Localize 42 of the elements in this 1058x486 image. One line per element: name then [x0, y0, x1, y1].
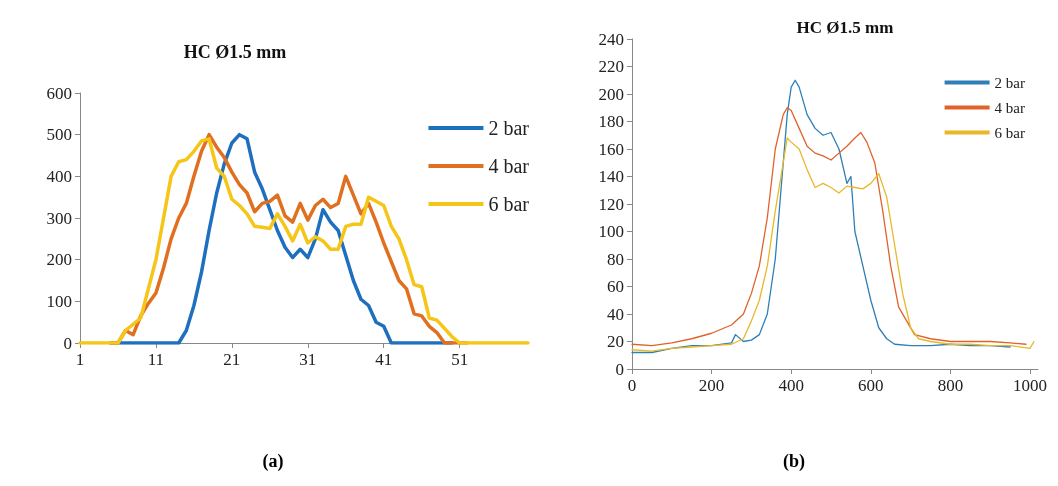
x-tick-label: 41 [375, 350, 393, 369]
line-series [631, 137, 1035, 352]
y-tick-label: 160 [598, 139, 624, 159]
y-tick-label: 80 [607, 249, 624, 269]
legend-label: 4 bar [488, 155, 530, 177]
x-tick-label: 200 [698, 376, 725, 395]
x-tick-label: 600 [858, 376, 884, 395]
legend-label: 2 bar [488, 117, 530, 139]
text: (b) [783, 451, 806, 472]
y-tick-label: 400 [46, 166, 72, 186]
x-tick-label: 0 [627, 376, 637, 395]
y-tick-label: 140 [598, 167, 624, 186]
x-tick-label: 21 [223, 350, 241, 369]
y-tick-label: 600 [46, 83, 72, 103]
x-tick-label: 1000 [1013, 376, 1047, 395]
legend-label: 2 bar [994, 74, 1025, 91]
legend-label: 4 bar [994, 99, 1025, 116]
y-tick-label: 180 [598, 112, 624, 131]
chart-title: HC Ø1.5 mm [796, 18, 894, 37]
x-tick-label: 1 [75, 350, 85, 369]
chart-title: HC Ø1.5 mm [183, 42, 287, 62]
text: (a) [262, 451, 284, 472]
y-tick-label: 60 [607, 277, 624, 296]
x-tick-label: 11 [147, 350, 165, 369]
y-tick-label: 300 [46, 208, 72, 228]
y-tick-label: 220 [598, 57, 624, 76]
y-tick-label: 500 [46, 125, 72, 145]
y-tick-label: 100 [46, 291, 72, 311]
x-tick-label: 800 [937, 376, 964, 395]
y-tick-label: 20 [607, 332, 624, 351]
y-tick-label: 40 [607, 304, 624, 324]
x-tick-label: 31 [299, 350, 317, 369]
y-tick-label: 200 [46, 250, 72, 270]
y-tick-label: 0 [63, 333, 72, 353]
x-tick-label: 51 [451, 350, 469, 369]
y-tick-label: 240 [598, 29, 624, 49]
legend-label: 6 bar [488, 193, 530, 215]
y-tick-label: 100 [598, 222, 624, 241]
x-tick-label: 400 [778, 376, 804, 395]
y-tick-label: 120 [598, 194, 624, 214]
y-tick-label: 200 [598, 84, 624, 104]
legend-label: 6 bar [994, 124, 1025, 141]
